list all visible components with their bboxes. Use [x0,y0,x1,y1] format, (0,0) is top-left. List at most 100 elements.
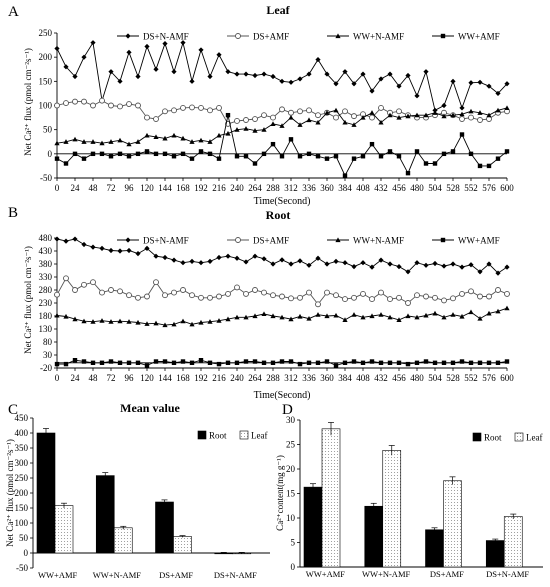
chart-a-point [162,41,168,47]
chart-a-y-tick-label: 250 [39,28,53,38]
chart-b-point [135,319,141,325]
chart-b-point [72,287,78,293]
chart-b-point [225,253,231,259]
chart-b-x-tick-label: 96 [125,373,135,383]
chart-b-point [495,360,501,365]
chart-b-point [351,312,357,317]
chart-b-point [108,359,114,364]
chart-b-point [90,279,96,286]
chart-b-point [324,261,330,267]
chart-a-x-tick-label: 480 [410,183,424,193]
chart-a-point [333,114,339,121]
chart-a-x-tick-label: 240 [230,183,244,193]
chart-a-point [198,47,204,53]
chart-b-point [477,293,483,300]
chart-a-point [315,112,321,119]
chart-a-point [306,151,312,157]
chart-a-point [369,141,375,147]
chart-d-category-label: WW+N-AMF [362,569,411,579]
chart-b-point [450,360,456,365]
chart-b-point [216,361,222,367]
chart-a-point [351,113,357,120]
chart-b-x-tick-label: 528 [446,373,460,383]
chart-a-point [54,156,60,161]
chart-b-point [279,359,285,364]
chart-c-legend-swatch [239,430,249,440]
chart-a-point [153,134,159,139]
chart-a-point [153,116,159,122]
chart-b-point [243,259,249,265]
chart-b-point [342,360,348,365]
chart-b-point [369,296,375,303]
chart-a-y-tick-label: 100 [39,101,53,111]
chart-d-category-label: DS+AMF [430,569,464,579]
chart-b-point [216,318,222,323]
chart-a-point [234,118,240,124]
chart-b-point [198,260,204,266]
chart-a-point [162,108,168,115]
chart-b-point [324,359,330,364]
chart-b-point [54,312,60,318]
chart-b-point [72,236,78,242]
chart-b-legend-label: WW+N-AMF [353,236,404,246]
chart-a-point [504,149,510,154]
chart-c-y-tick-label: 350 [15,443,29,453]
chart-b-point [396,317,402,322]
chart-c-bar-leaf [54,505,74,554]
chart-b-x-tick-label: 144 [158,373,172,383]
chart-b-point [261,360,267,365]
chart-a-point [180,40,186,46]
chart-b-point [252,253,258,259]
chart-b-series-line-1 [56,277,508,306]
chart-a-legend-marker [235,33,241,39]
chart-b-point [297,361,303,367]
chart-a-point [225,130,231,136]
chart-a-point [468,108,474,114]
chart-a-point [72,136,78,142]
chart-b-y-tick-label: 480 [39,233,53,243]
chart-a-x-tick-label: 408 [356,183,370,193]
chart-b-point [441,297,447,304]
chart-a-x-tick-label: 384 [338,183,352,193]
chart-b-y-tick-label: 280 [39,285,53,295]
chart-a-point [297,76,303,82]
chart-b-x-tick-label: 432 [374,373,388,383]
chart-b-x-tick-label: 168 [176,373,190,383]
chart-a-point [207,73,213,80]
chart-a-point [126,141,132,147]
chart-b-point [387,314,393,320]
chart-b-point [405,300,411,306]
chart-a-point [108,102,114,109]
chart-a-point [261,71,267,77]
chart-a-legend-label: WW+N-AMF [353,32,404,42]
chart-b-point [477,360,483,365]
chart-b-legend-marker [235,237,241,243]
chart-b-point [351,264,357,270]
chart-a-point [279,123,285,128]
chart-b-point [459,290,465,297]
chart-b-point [288,359,294,364]
chart-a-point [243,154,249,159]
chart-a-point [270,114,276,121]
chart-a-x-tick-label: 600 [500,183,514,193]
chart-b-point [99,360,105,365]
chart-a-point [90,40,96,46]
chart-b-x-tick-label: 24 [71,373,81,383]
chart-a-point [180,104,186,111]
chart-b-point [234,360,240,365]
chart-b-x-tick-label: 408 [356,373,370,383]
chart-b-y-tick-label: 80 [43,337,53,347]
chart-d-bar-leaf [443,480,462,568]
chart-a-point [324,71,330,77]
chart-b-x-tick-label: 48 [89,373,99,383]
chart-b-point [333,312,339,318]
chart-a-point [288,137,294,142]
chart-b-point [432,294,438,301]
chart-a-point [81,54,87,60]
chart-b-point [162,322,168,328]
chart-a-point [324,156,330,161]
chart-b-point [342,260,348,266]
chart-a-point [99,140,105,146]
chart-b-point [162,292,168,299]
chart-a-point [378,76,384,82]
